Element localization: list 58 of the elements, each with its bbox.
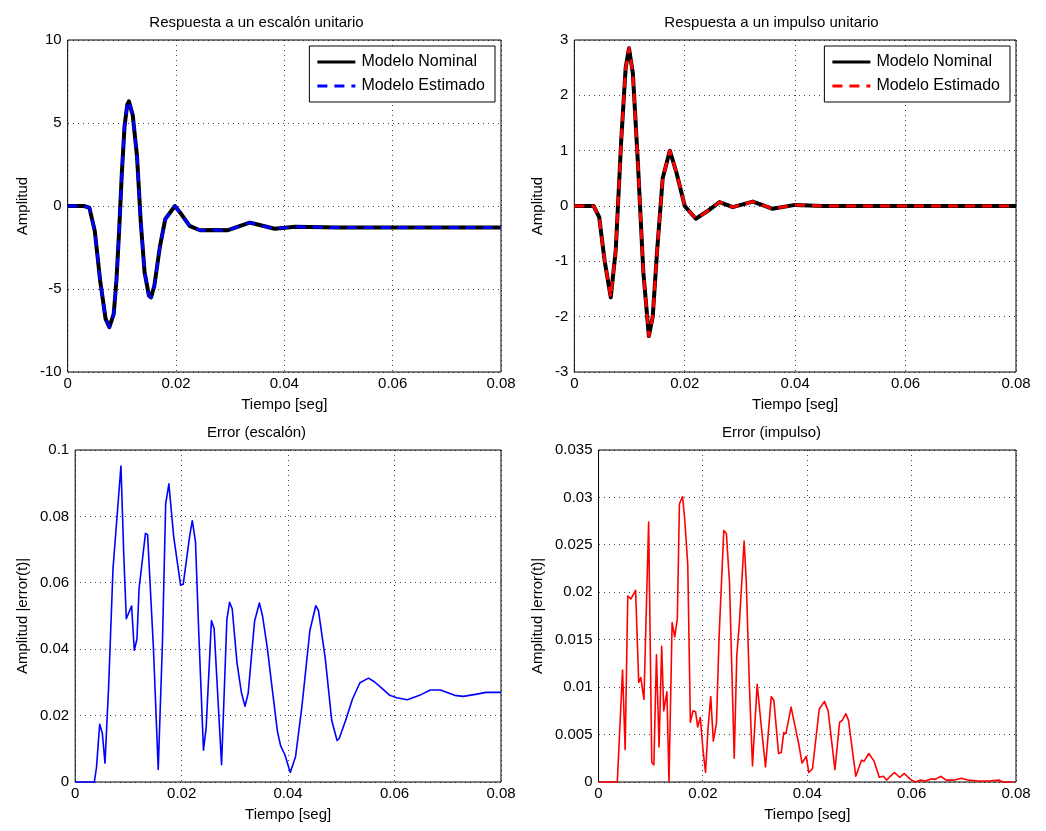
legend-label: Modelo Nominal [876,52,992,70]
x-tick-label: 0.04 [792,784,822,802]
x-axis-title: Tiempo [seg] [245,805,332,823]
y-tick-label: -1 [554,251,569,269]
x-axis-title: Tiempo [seg] [241,395,328,413]
x-tick-label: 0.04 [269,374,299,392]
x-axis-title: Tiempo [seg] [764,805,851,823]
x-axis-title: Tiempo [seg] [752,395,839,413]
y-tick-label: 0.1 [48,440,70,458]
x-tick-label: 0.06 [890,374,921,392]
x-tick-label: 0.02 [670,374,700,392]
y-tick-label: 0.005 [554,724,593,742]
y-axis-title: Amplitud |error(t)| [13,557,31,675]
y-tick-label: -10 [39,362,62,380]
x-tick-label: 0.02 [167,784,197,802]
y-tick-label: 0.01 [563,677,593,695]
x-tick-label: 0.04 [273,784,303,802]
y-tick-label: 3 [559,30,569,48]
y-axis-title: Amplitud [13,176,31,236]
legend-label: Modelo Estimado [876,76,1001,94]
y-tick-label: 0 [559,196,569,214]
y-tick-label: 0.03 [563,487,593,505]
y-tick-label: 0.02 [563,582,593,600]
chart-title: Respuesta a un escalón unitario [149,13,364,31]
x-tick-label: 0.08 [486,784,516,802]
y-tick-label: -2 [554,306,569,324]
x-tick-label: 0.06 [379,784,410,802]
chart-title: Error (escalón) [206,423,307,441]
x-tick-label: 0.02 [688,784,718,802]
x-tick-label: 0.04 [780,374,810,392]
y-tick-label: 0 [60,772,70,790]
y-tick-label: 5 [53,113,62,131]
x-tick-label: 0.08 [1001,784,1031,802]
x-tick-label: 0.06 [897,784,927,802]
y-tick-label: 0.04 [39,639,70,657]
y-tick-label: 0.025 [554,535,593,552]
x-tick-label: 0.02 [161,374,191,392]
legend-label: Modelo Estimado [361,76,486,94]
chart-title: Respuesta a un impulso unitario [664,13,879,31]
y-tick-label: 0.035 [554,440,593,458]
y-tick-label: 0.08 [39,506,70,524]
y-tick-label: -5 [48,279,62,297]
x-tick-label: 0.06 [378,374,408,392]
y-axis-title: Amplitud |error(t)| [528,557,546,675]
y-tick-label: 0.015 [554,629,593,647]
y-tick-label: 2 [559,85,569,103]
y-tick-label: 0.06 [39,572,70,590]
legend-label: Modelo Nominal [361,52,477,70]
y-tick-label: 0.02 [39,705,70,723]
y-tick-label: 1 [559,140,569,158]
chart-title: Error (impulso) [721,423,822,441]
x-tick-label: 0.08 [1001,374,1031,392]
y-tick-label: -3 [554,362,569,380]
y-axis-title: Amplitud [528,176,546,236]
x-tick-label: 0.08 [486,374,516,392]
y-tick-label: 0 [584,772,593,790]
y-tick-label: 0 [53,196,62,214]
y-tick-label: 10 [44,30,62,48]
